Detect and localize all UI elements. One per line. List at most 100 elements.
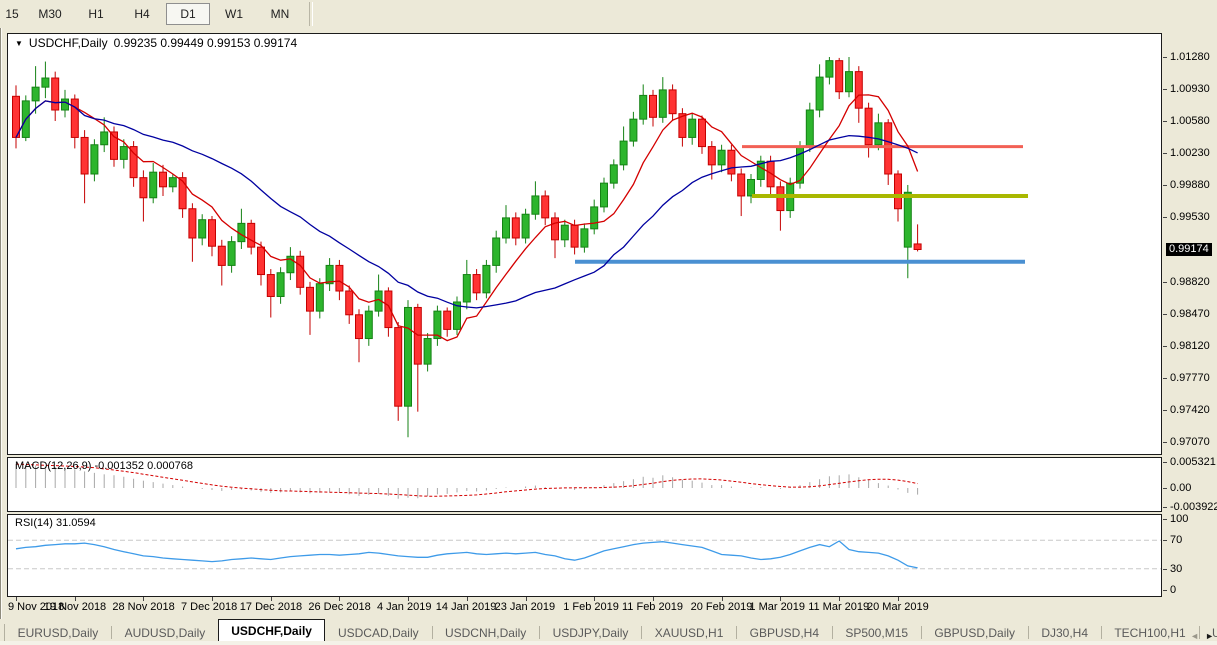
chart-tab-gbpusd-daily[interactable]: GBPUSD,Daily [934, 625, 1016, 640]
price-axis-label: 1.00580 [1170, 114, 1210, 127]
chart-tab-usdcad-daily[interactable]: USDCAD,Daily [337, 625, 419, 640]
timeframe-button-d1[interactable]: D1 [166, 3, 210, 25]
bear-candle [737, 173, 746, 197]
bull-candle [276, 272, 285, 297]
date-axis-label: 1 Feb 2019 [563, 601, 619, 613]
chart-tab-uk[interactable]: UK [1211, 625, 1217, 640]
chart-tab-usdjpy-daily[interactable]: USDJPY,Daily [552, 625, 629, 640]
bear-candle [884, 122, 893, 175]
candlestick-chart-canvas[interactable] [8, 34, 1161, 454]
bull-candle [590, 206, 599, 230]
bull-candle [717, 149, 726, 166]
bear-candle [217, 245, 226, 266]
date-tick [653, 597, 654, 601]
price-axis-label: 0.98470 [1170, 307, 1210, 320]
bear-candle [472, 274, 481, 294]
date-tick [143, 597, 145, 601]
bear-candle [707, 146, 716, 166]
bull-candle [90, 144, 99, 175]
date-axis-label: 14 Jan 2019 [435, 601, 497, 613]
price-axis-label-tick [1163, 441, 1167, 443]
date-tick [16, 597, 17, 601]
timeframe-button-mn[interactable]: MN [270, 7, 290, 21]
rsi-chart-canvas[interactable] [8, 515, 1161, 596]
chart-symbol-label: USDCHF,Daily [28, 36, 108, 50]
price-axis-label-tick [1163, 377, 1167, 379]
date-tick [270, 597, 272, 601]
macd-axis-label-tick [1163, 488, 1167, 489]
price-axis-label: 0.97770 [1170, 371, 1210, 384]
date-axis-label: 20 Feb 2019 [690, 601, 753, 613]
date-axis[interactable]: 9 Nov 2018 19 Nov 2018 28 Nov 2018 7 Dec 20… [7, 597, 1163, 617]
date-tick [74, 597, 76, 601]
bear-candle [413, 306, 422, 365]
date-axis-label: 26 Dec 2018 [308, 601, 371, 613]
symbol-dropdown-icon[interactable]: ▼ [15, 38, 23, 48]
bear-candle [443, 310, 452, 330]
bear-candle [110, 131, 118, 160]
bear-candle [678, 113, 687, 138]
price-axis-label-tick [1163, 281, 1167, 283]
bear-candle [698, 118, 706, 148]
bear-candle [51, 77, 60, 111]
bear-candle [570, 224, 579, 248]
bull-candle [688, 118, 697, 138]
ma-slow-line [15, 100, 918, 309]
rsi-indicator-panel[interactable]: RSI(14) 31.0594 [7, 514, 1162, 597]
bear-candle [355, 314, 363, 340]
bear-candle [12, 95, 20, 138]
bull-candle [286, 255, 295, 274]
bull-candle [198, 219, 207, 239]
chart-tab-gbpusd-h4[interactable]: GBPUSD,H4 [749, 625, 820, 640]
current-price-badge: 0.99174 [1166, 242, 1212, 256]
bull-candle [119, 146, 128, 160]
bear-candle [208, 219, 216, 247]
tab-scroll-right-icon[interactable]: ► [1205, 631, 1214, 641]
bear-candle [247, 222, 256, 248]
bull-candle [325, 264, 334, 285]
chart-tab-dj30-h4[interactable]: DJ30,H4 [1041, 625, 1089, 640]
macd-indicator-panel[interactable]: MACD(12,26,9) -0.001352 0.000768 [7, 457, 1162, 512]
price-axis-label: 0.98120 [1170, 339, 1210, 352]
chart-tab-usdcnh-daily[interactable]: USDCNH,Daily [444, 625, 527, 640]
macd-axis-label: -0.003922 [1170, 501, 1217, 514]
chart-tab-audusd-daily[interactable]: AUDUSD,Daily [124, 625, 206, 640]
date-tick [898, 597, 899, 601]
price-axis-label-tick [1163, 88, 1167, 90]
rsi-axis-label-tick [1163, 540, 1167, 542]
chart-tab-xauusd-h1[interactable]: XAUUSD,H1 [654, 625, 724, 640]
timeframe-button-h4[interactable]: H4 [134, 7, 150, 21]
timeframe-button-15[interactable]: 15 [5, 7, 19, 21]
bear-candle [864, 107, 873, 146]
price-axis-label: 1.00230 [1170, 146, 1210, 159]
macd-signal-line [15, 463, 918, 497]
bull-candle [521, 213, 530, 239]
bull-candle [61, 98, 69, 111]
bull-candle [903, 191, 912, 248]
price-axis-label: 1.00930 [1170, 82, 1210, 95]
bull-candle [531, 195, 540, 215]
macd-axis-label: 0.005321 [1170, 455, 1216, 468]
main-chart-panel[interactable]: ▼ USDCHF,Daily 0.99235 0.99449 0.99153 0… [7, 33, 1162, 455]
chart-tab-sp500-m15[interactable]: SP500,M15 [845, 625, 909, 640]
chart-tab-usdchf-daily[interactable]: USDCHF,Daily [218, 619, 325, 641]
tab-scroll-left-icon[interactable]: ◄ [1190, 631, 1200, 641]
date-tick [839, 597, 841, 601]
bull-candle [874, 122, 883, 146]
chart-tab-eurusd-daily[interactable]: EURUSD,Daily [17, 625, 99, 640]
timeframe-button-h1[interactable]: H1 [88, 7, 104, 21]
timeframe-button-m30[interactable]: M30 [38, 7, 62, 21]
price-axis-label: 1.01280 [1170, 50, 1210, 63]
bear-candle [257, 246, 265, 276]
timeframe-button-w1[interactable]: W1 [225, 7, 243, 21]
macd-chart-canvas[interactable] [8, 458, 1161, 511]
price-axis[interactable]: 1.01280 1.00930 1.00580 1.00230 0.99880 0.995… [1163, 28, 1217, 620]
bull-candle [805, 109, 814, 148]
rsi-axis-label-tick [1163, 568, 1167, 570]
bull-candle [502, 217, 510, 239]
tab-stub [0, 624, 5, 641]
rsi-axis-label-tick [1163, 518, 1167, 520]
ma-fast-line [15, 94, 919, 342]
chart-tab-tech100-h1[interactable]: TECH100,H1 [1114, 625, 1186, 640]
bull-candle [747, 178, 755, 197]
